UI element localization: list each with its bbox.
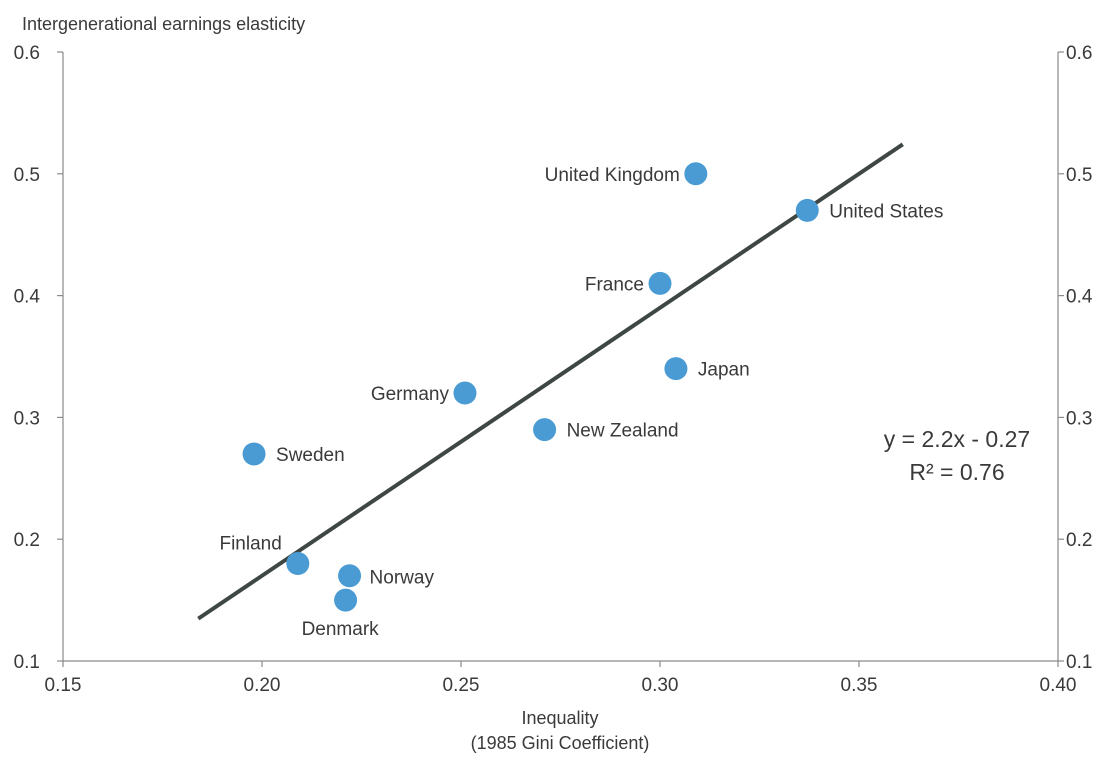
point-label-france: France — [585, 274, 644, 295]
y-tick-label-left: 0.3 — [14, 408, 40, 429]
point-label-norway: Norway — [370, 568, 435, 589]
point-norway — [338, 564, 362, 588]
point-label-new-zealand: New Zealand — [567, 421, 679, 442]
point-label-germany: Germany — [371, 384, 450, 405]
y-tick-label-left: 0.6 — [14, 43, 40, 64]
x-tick-label: 0.25 — [443, 675, 480, 696]
x-tick-label: 0.30 — [642, 675, 679, 696]
y-tick-label-left: 0.1 — [14, 652, 40, 673]
point-new-zealand — [533, 418, 557, 442]
point-label-sweden: Sweden — [276, 445, 345, 466]
point-label-united-states: United States — [829, 201, 943, 222]
point-denmark — [334, 588, 358, 612]
x-axis-subtitle: (1985 Gini Coefficient) — [471, 733, 650, 753]
y-tick-label-right: 0.3 — [1066, 408, 1092, 429]
trendline — [197, 142, 904, 621]
y-tick-label-right: 0.5 — [1066, 165, 1092, 186]
point-label-united-kingdom: United Kingdom — [545, 165, 680, 186]
data-points — [242, 162, 819, 612]
point-labels: United Kingdom United States France Japan Ge… — [219, 165, 943, 640]
y-tick-label-left: 0.2 — [14, 530, 40, 551]
point-japan — [664, 357, 688, 381]
regression-equation: y = 2.2x - 0.27 — [884, 426, 1030, 452]
y-tick-label-right: 0.6 — [1066, 43, 1092, 64]
y-tick-label-right: 0.1 — [1066, 652, 1092, 673]
trendline-group — [197, 142, 904, 621]
x-tick-label: 0.20 — [244, 675, 281, 696]
y-axis-title: Intergenerational earnings elasticity — [22, 14, 305, 34]
point-finland — [286, 552, 310, 576]
point-france — [648, 271, 672, 295]
point-united-kingdom — [684, 162, 708, 186]
point-label-denmark: Denmark — [302, 619, 380, 640]
point-label-japan: Japan — [698, 360, 750, 381]
axes — [57, 51, 1064, 667]
point-germany — [453, 381, 477, 405]
x-tick-label: 0.40 — [1040, 675, 1077, 696]
x-tick-label: 0.35 — [841, 675, 878, 696]
tick-labels: 0.15 0.20 0.25 0.30 0.35 0.400.1 0.10.2 0.20.3 0… — [14, 43, 1093, 696]
y-tick-label-right: 0.4 — [1066, 287, 1093, 308]
point-label-finland: Finland — [219, 534, 281, 555]
point-sweden — [242, 442, 266, 466]
y-tick-label-left: 0.5 — [14, 165, 40, 186]
r-squared-label: R² = 0.76 — [909, 459, 1004, 485]
y-tick-label-left: 0.4 — [14, 287, 41, 308]
y-tick-label-right: 0.2 — [1066, 530, 1092, 551]
x-tick-label: 0.15 — [45, 675, 82, 696]
point-united-states — [795, 198, 819, 222]
x-axis-title: Inequality — [521, 708, 598, 728]
